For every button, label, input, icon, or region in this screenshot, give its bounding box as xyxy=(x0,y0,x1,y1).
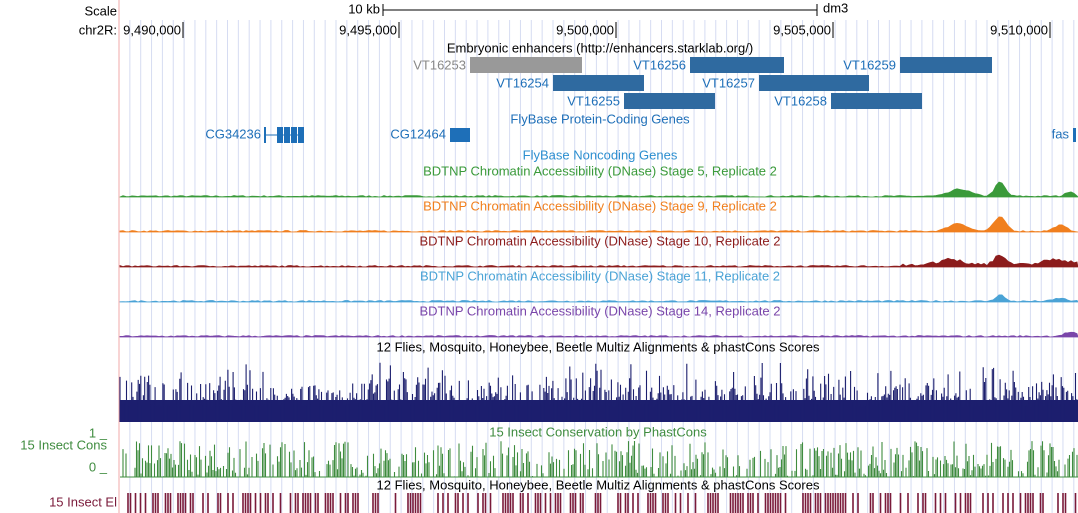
track-title: FlyBase Protein-Coding Genes xyxy=(510,111,690,126)
scale-label: Scale xyxy=(84,3,117,18)
enhancer-feature[interactable] xyxy=(624,93,715,109)
signal xyxy=(119,216,1078,233)
position-label: 9,490,000 xyxy=(123,22,181,37)
feature-label: VT16254 xyxy=(496,75,549,90)
gene-label: fas xyxy=(1052,126,1070,141)
track-title: 12 Flies, Mosquito, Honeybee, Beetle Mul… xyxy=(377,339,820,354)
feature-label: VT16259 xyxy=(843,57,896,72)
axis-min-label: 0 _ xyxy=(89,459,108,474)
track-title: BDTNP Chromatin Accessibility (DNase) St… xyxy=(419,303,780,318)
position-label: 9,495,000 xyxy=(339,22,397,37)
chrom-label: chr2R: xyxy=(79,22,117,37)
exon xyxy=(1073,128,1076,142)
exon xyxy=(291,127,297,143)
position-label: 9,510,000 xyxy=(990,22,1048,37)
track-title: 15 Insect Conservation by PhastCons xyxy=(489,424,707,439)
axis-max-label: 1 _ xyxy=(89,425,108,440)
signal xyxy=(119,254,1078,268)
scale-bar xyxy=(382,4,818,16)
track-title: BDTNP Chromatin Accessibility (DNase) St… xyxy=(419,233,780,248)
enhancer-feature[interactable] xyxy=(470,57,582,73)
enhancer-feature[interactable] xyxy=(831,93,922,109)
feature-label: VT16257 xyxy=(702,75,755,90)
element-blocks xyxy=(127,493,1077,513)
exon xyxy=(450,128,470,142)
track-title: FlyBase Noncoding Genes xyxy=(523,147,678,162)
assembly-label: dm3 xyxy=(823,0,848,15)
signal xyxy=(119,362,1078,422)
feature-label: VT16255 xyxy=(567,93,620,108)
track-title: BDTNP Chromatin Accessibility (DNase) St… xyxy=(423,198,777,213)
feature-label: VT16253 xyxy=(413,57,466,72)
signal xyxy=(119,181,1078,198)
feature-label: VT16256 xyxy=(633,57,686,72)
enhancer-feature[interactable] xyxy=(690,57,784,73)
signal xyxy=(119,331,1078,338)
exon xyxy=(298,127,304,143)
position-label: 9,505,000 xyxy=(773,22,831,37)
enhancer-feature[interactable] xyxy=(553,75,644,91)
position-label: 9,500,000 xyxy=(556,22,614,37)
exon xyxy=(264,127,266,143)
track-title: 12 Flies, Mosquito, Honeybee, Beetle Mul… xyxy=(377,477,820,492)
enhancer-feature[interactable] xyxy=(759,75,869,91)
gene-label: CG12464 xyxy=(390,126,446,141)
signal xyxy=(122,441,1078,477)
exon xyxy=(284,127,290,143)
scale-bar-label: 10 kb xyxy=(348,1,380,16)
track-title: BDTNP Chromatin Accessibility (DNase) St… xyxy=(423,163,777,178)
feature-label: VT16258 xyxy=(774,93,827,108)
track-title: BDTNP Chromatin Accessibility (DNase) St… xyxy=(420,268,780,283)
gene-label: CG34236 xyxy=(205,126,261,141)
side-label: 15 Insect Cons xyxy=(20,437,107,452)
side-label: 15 Insect El xyxy=(49,494,117,509)
exon xyxy=(277,127,283,143)
signal xyxy=(119,294,1078,303)
track-title: Embryonic enhancers (http://enhancers.st… xyxy=(447,40,753,55)
enhancer-feature[interactable] xyxy=(900,57,992,73)
